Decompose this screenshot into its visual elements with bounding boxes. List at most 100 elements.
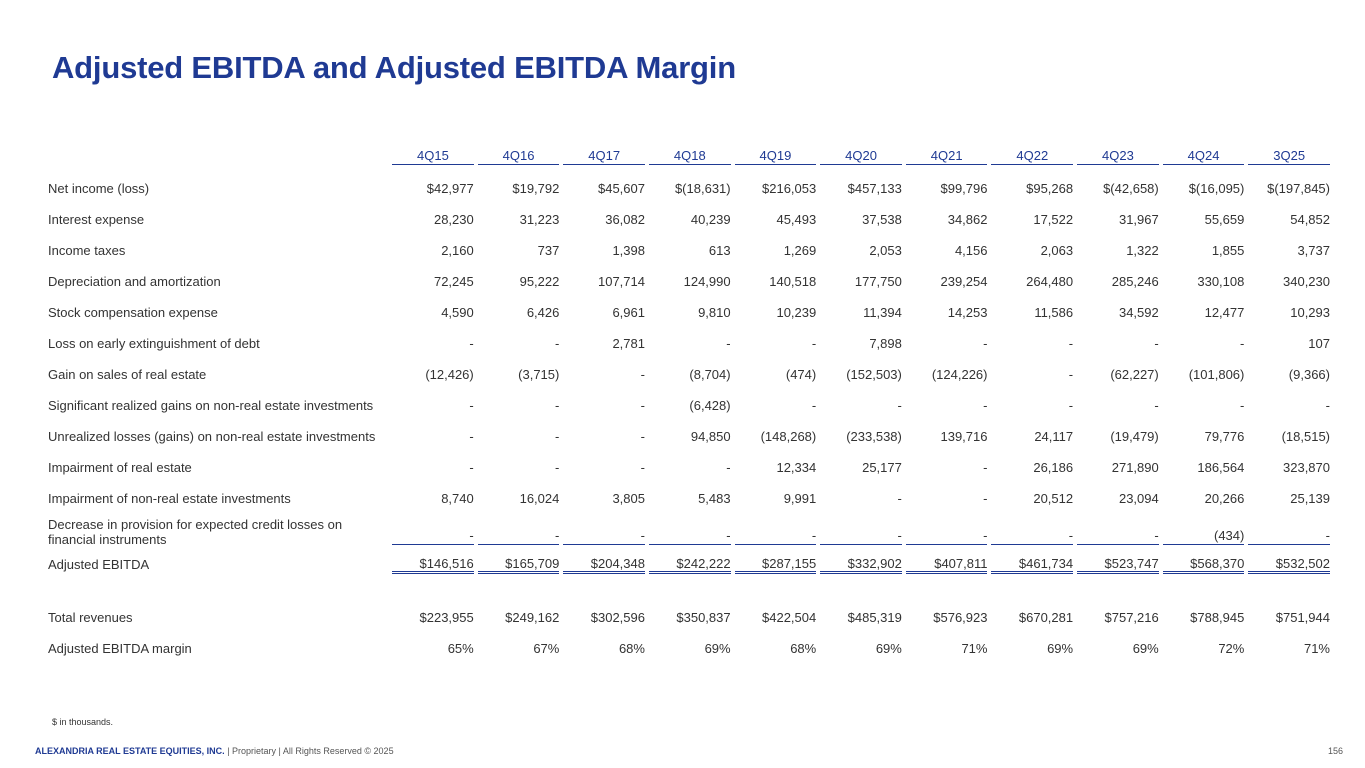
column-header: 3Q25 [1244, 147, 1330, 165]
table-cell: 26,186 [1033, 460, 1074, 475]
column-header-label: 4Q23 [1077, 148, 1159, 165]
footer-rights: | Proprietary | All Rights Reserved © 20… [224, 746, 394, 756]
table-cell: 9,991 [783, 491, 817, 506]
column-header: 4Q18 [645, 147, 731, 165]
footer: ALEXANDRIA REAL ESTATE EQUITIES, INC. | … [35, 746, 394, 756]
table-cell: (6,428) [689, 398, 731, 413]
table-cell: 40,239 [690, 212, 731, 227]
table-cell: 3,805 [612, 491, 645, 506]
table-cell: 68% [618, 641, 645, 656]
table-cell: 95,222 [519, 274, 560, 289]
table-cell: $576,923 [933, 610, 988, 625]
table-cell: $457,133 [847, 181, 902, 196]
table-cell: $165,709 [474, 549, 560, 580]
table-cell: - [1068, 367, 1074, 382]
table-cell: 34,862 [947, 212, 988, 227]
table-row: Interest expense 28,230 31,223 36,082 40,239… [48, 204, 1330, 235]
table-cell: $485,319 [847, 610, 902, 625]
adjusted-ebitda-row: Adjusted EBITDA $146,516 $165,709 $204,348 $… [48, 549, 1330, 580]
table-cell: 37,538 [862, 212, 902, 227]
table-cell: 14,253 [947, 305, 988, 320]
table-cell: $216,053 [762, 181, 817, 196]
table-cell-value: $204,348 [563, 556, 645, 574]
table-cell: - [731, 514, 817, 549]
total-revenues-row: Total revenues $223,955 $249,162 $302,596 $3… [48, 602, 1330, 633]
table-cell: - [469, 398, 474, 413]
table-cell: - [1073, 514, 1159, 549]
table-cell: - [902, 514, 988, 549]
table-row: Impairment of real estate - - - - 12,334 25,17… [48, 452, 1330, 483]
table-cell: - [1154, 398, 1159, 413]
table-cell: 4,156 [954, 243, 988, 258]
table-cell-value: $407,811 [905, 556, 988, 574]
table-cell: 12,334 [776, 460, 817, 475]
table-row: Loss on early extinguishment of debt - - 2,… [48, 328, 1330, 359]
table-cell: (233,538) [846, 429, 902, 444]
table-cell-value: $523,747 [1077, 556, 1159, 574]
column-header-label: 4Q22 [991, 148, 1074, 165]
table-cell: - [645, 514, 731, 549]
column-header: 4Q16 [474, 147, 560, 165]
column-header-label: 4Q15 [392, 148, 474, 165]
table-cell: $751,944 [1275, 610, 1330, 625]
table-cell: 6,426 [526, 305, 560, 320]
table-row: Depreciation and amortization 72,245 95,22… [48, 266, 1330, 297]
table-cell-value: - [1248, 528, 1330, 545]
table-cell: 68% [790, 641, 817, 656]
table-cell: (152,503) [846, 367, 902, 382]
table-row: Net income (loss) $42,977 $19,792 $45,607 $(… [48, 165, 1330, 204]
table-cell: (3,715) [518, 367, 560, 382]
table-cell: - [1325, 398, 1330, 413]
margin-row: Adjusted EBITDA margin 65% 67% 68% 69% 68% 69%… [48, 633, 1330, 664]
table-cell: 25,139 [1290, 491, 1330, 506]
table-cell: 34,592 [1118, 305, 1159, 320]
table-cell: 25,177 [862, 460, 902, 475]
row-label: Gain on sales of real estate [48, 367, 207, 382]
table-cell: - [388, 514, 474, 549]
table-cell-value: $532,502 [1248, 556, 1330, 574]
table-cell: 36,082 [605, 212, 645, 227]
table-cell: 613 [708, 243, 731, 258]
table-cell: - [983, 336, 988, 351]
column-header: 4Q24 [1159, 147, 1245, 165]
table-cell: $42,977 [426, 181, 474, 196]
table-cell-value: - [648, 528, 731, 545]
table-cell: 3,737 [1297, 243, 1330, 258]
table-cell: (474) [785, 367, 817, 382]
table-cell-value: $165,709 [477, 556, 560, 574]
table-cell: 8,740 [441, 491, 474, 506]
table-cell: $461,734 [987, 549, 1074, 580]
table-cell: 6,961 [612, 305, 645, 320]
table-cell: 271,890 [1111, 460, 1159, 475]
table-cell: 72,245 [433, 274, 474, 289]
table-cell: (12,426) [425, 367, 474, 382]
table-cell: $568,370 [1159, 549, 1245, 580]
table-cell-value: (434) [1162, 528, 1245, 545]
table-cell: $242,222 [645, 549, 731, 580]
column-header: 4Q17 [559, 147, 645, 165]
table-cell: $(18,631) [674, 181, 731, 196]
table-cell: 5,483 [698, 491, 731, 506]
table-cell: 186,564 [1197, 460, 1245, 475]
table-cell: 11,394 [863, 305, 902, 320]
table-cell: - [1240, 398, 1245, 413]
table-cell-value: - [905, 528, 988, 545]
table-cell: 140,518 [769, 274, 817, 289]
table-cell-value: - [991, 528, 1074, 545]
spacer-cell [48, 580, 1330, 602]
table-row: Stock compensation expense 4,590 6,426 6,96… [48, 297, 1330, 328]
table-cell: (101,806) [1188, 367, 1245, 382]
table-cell: - [559, 514, 645, 549]
table-row: Impairment of non-real estate investment… [48, 483, 1330, 514]
table-cell: - [469, 429, 474, 444]
column-header: 4Q19 [731, 147, 817, 165]
table-cell: 69% [875, 641, 902, 656]
table-cell: 1,322 [1126, 243, 1159, 258]
table-cell: 139,716 [940, 429, 988, 444]
table-cell: - [897, 491, 902, 506]
table-cell: $(197,845) [1267, 181, 1330, 196]
table-cell: 1,398 [612, 243, 645, 258]
table-cell: 10,239 [776, 305, 817, 320]
table-cell: 330,108 [1197, 274, 1245, 289]
table-cell: $788,945 [1190, 610, 1245, 625]
